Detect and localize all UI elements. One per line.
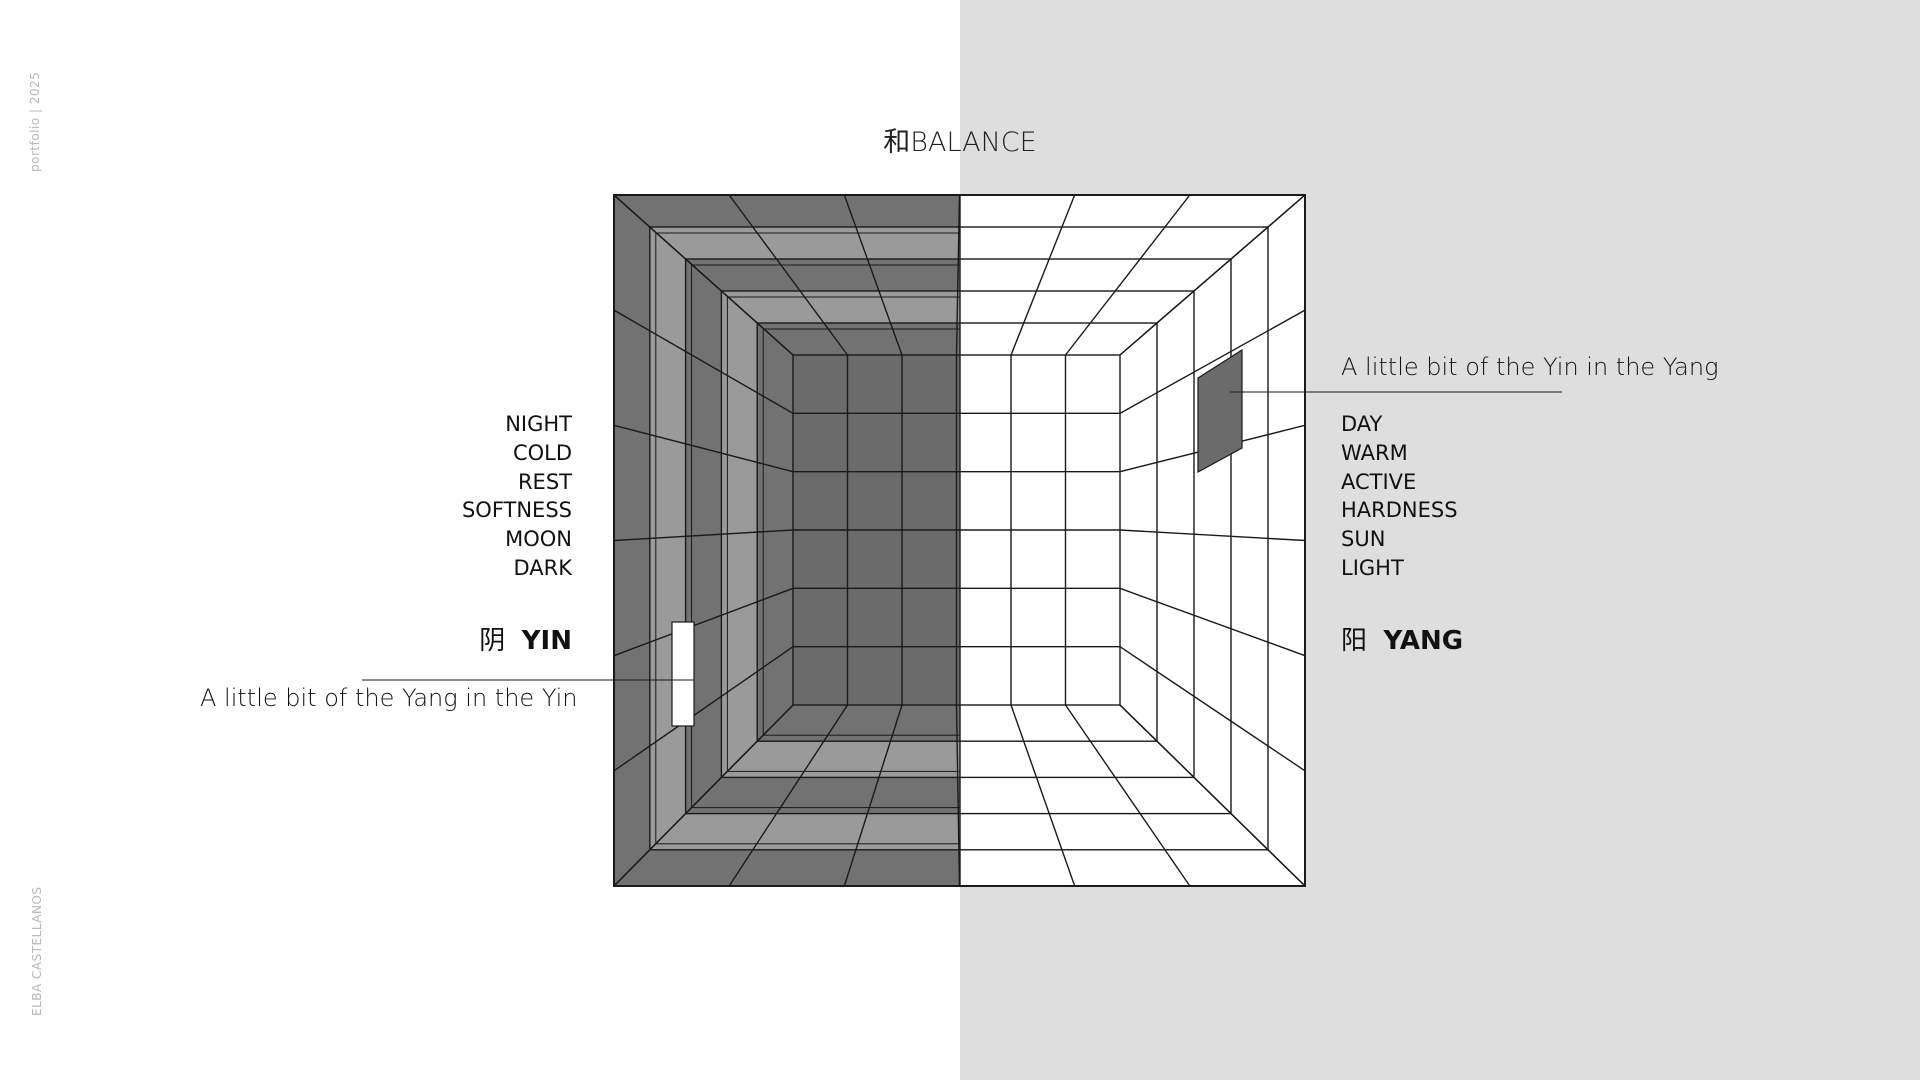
yin-attribute: MOON xyxy=(505,527,572,552)
yang-in-yin-note: A little bit of the Yang in the Yin xyxy=(200,684,578,712)
yin-attribute: SOFTNESS xyxy=(461,498,572,523)
yin-attribute: NIGHT xyxy=(505,412,572,436)
yin-attribute: DARK xyxy=(513,555,572,580)
yin-attribute: REST xyxy=(517,469,572,494)
yin-heading: 阴 YIN xyxy=(420,620,572,657)
yang-attribute: LIGHT xyxy=(1341,555,1404,580)
yang-attribute: DAY xyxy=(1341,412,1383,436)
yang-attribute: SUN xyxy=(1341,527,1386,552)
yang-attribute: WARM xyxy=(1341,440,1408,465)
yin-label: YIN xyxy=(521,626,572,656)
yin-glyph: 阴 xyxy=(479,626,506,656)
page-title: 和BALANCE xyxy=(883,127,1037,158)
yang-attributes-list: DAY WARM ACTIVE HARDNESS SUN LIGHT xyxy=(1341,410,1541,583)
yang-label: YANG xyxy=(1383,626,1464,656)
yang-attribute: ACTIVE xyxy=(1341,469,1417,494)
yin-attributes-list: NIGHT COLD REST SOFTNESS MOON DARK xyxy=(420,410,572,583)
yang-attribute: HARDNESS xyxy=(1341,498,1458,523)
yang-light-half xyxy=(960,195,1305,886)
yin-in-yang-note: A little bit of the Yin in the Yang xyxy=(1341,353,1719,381)
yin-attribute: COLD xyxy=(512,440,572,465)
yin-dark-half xyxy=(614,195,960,886)
yin-in-yang-window xyxy=(1197,348,1243,474)
yang-in-yin-window xyxy=(671,621,695,727)
yang-glyph: 阳 xyxy=(1341,626,1368,656)
yang-heading: 阳 YANG xyxy=(1341,620,1561,657)
